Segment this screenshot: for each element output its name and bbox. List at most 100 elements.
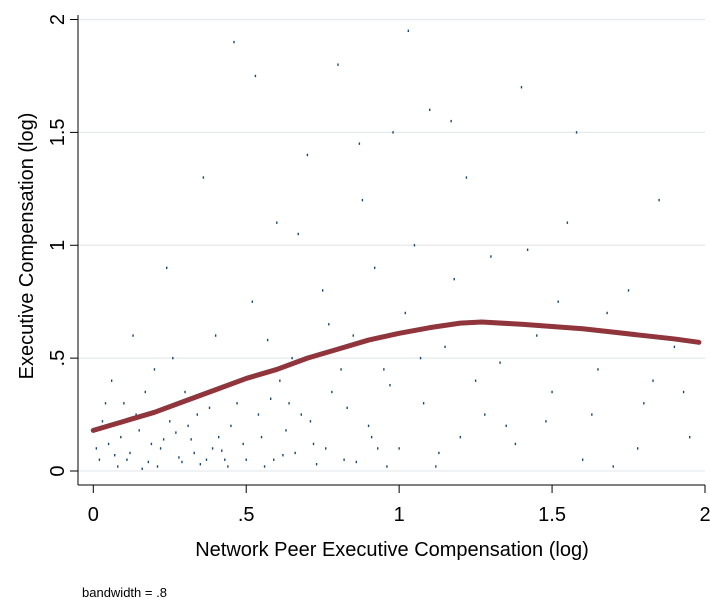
- scatter-point: [575, 131, 578, 134]
- scatter-point: [156, 465, 159, 468]
- scatter-point: [346, 406, 348, 409]
- scatter-point: [340, 368, 342, 371]
- scatter-point: [257, 413, 260, 416]
- scatter-point: [386, 465, 388, 468]
- x-tick-label: .5: [238, 504, 255, 526]
- scatter-point: [383, 368, 385, 371]
- scatter-point: [135, 413, 137, 416]
- scatter-point: [337, 63, 339, 66]
- scatter-point: [343, 458, 345, 461]
- scatter-point: [196, 413, 198, 416]
- scatter-point: [612, 465, 614, 468]
- scatter-point: [652, 379, 654, 382]
- scatter-point: [242, 442, 244, 446]
- scatter-point: [147, 460, 150, 464]
- scatter-point: [536, 334, 538, 337]
- scatter-point: [606, 311, 608, 315]
- scatter-point: [193, 451, 195, 455]
- scatter-point: [236, 402, 238, 405]
- scatter-point: [682, 390, 685, 394]
- scatter-point: [114, 454, 116, 457]
- scatter-point: [273, 458, 275, 461]
- scatter-point: [227, 465, 229, 468]
- scatter-point: [159, 447, 162, 450]
- scatter-point: [150, 442, 153, 446]
- scatter-point: [413, 244, 416, 247]
- y-axis-title: Executive Compensation (log): [16, 113, 38, 380]
- scatter-point: [184, 390, 186, 394]
- scatter-point: [673, 345, 676, 349]
- scatter-point: [144, 390, 146, 394]
- scatter-point: [358, 142, 361, 145]
- scatter-point: [288, 402, 290, 405]
- scatter-point: [300, 413, 302, 416]
- x-tick-label: 1: [394, 504, 405, 526]
- scatter-point: [169, 420, 171, 423]
- scatter-point: [172, 356, 174, 360]
- scatter-point: [377, 447, 379, 450]
- scatter-point: [505, 424, 507, 428]
- scatter-point: [444, 345, 446, 349]
- scatter-point: [325, 447, 327, 450]
- scatter-point: [566, 221, 569, 224]
- scatter-point: [181, 460, 183, 464]
- scatter-point: [355, 460, 358, 464]
- scatter-point: [514, 442, 517, 446]
- scatter-point: [279, 379, 281, 382]
- scatter-point: [291, 356, 293, 360]
- scatter-point: [465, 176, 468, 179]
- note: bandwidth = .8: [82, 585, 167, 600]
- scatter-point: [187, 424, 189, 428]
- scatter-point: [205, 458, 208, 461]
- scatter-point: [165, 266, 168, 270]
- scatter-point: [597, 368, 599, 371]
- scatter-point: [98, 458, 101, 461]
- lowess-line: [90, 319, 702, 433]
- y-tick-label: 1: [47, 240, 69, 251]
- scatter-point: [429, 108, 431, 112]
- scatter-point: [95, 447, 98, 450]
- scatter-point: [141, 467, 143, 470]
- scatter-point: [404, 311, 406, 315]
- scatter-point: [126, 458, 128, 461]
- scatter-point: [178, 456, 180, 459]
- scatter-point: [110, 379, 113, 382]
- scatter-point: [581, 458, 584, 461]
- scatter-point: [484, 413, 486, 416]
- scatter-point: [453, 277, 455, 281]
- scatter-point: [101, 420, 104, 423]
- scatter-point: [221, 449, 223, 452]
- scatter-point: [352, 334, 354, 337]
- scatter-point: [328, 323, 330, 326]
- scatter-point: [392, 131, 394, 134]
- scatter-point: [398, 447, 400, 450]
- scatter-point: [230, 424, 232, 428]
- scatter-point: [224, 458, 226, 461]
- y-tick-label: 2: [47, 14, 69, 25]
- scatter-point: [306, 153, 309, 157]
- scatter-point: [123, 402, 125, 405]
- scatter-point: [254, 74, 257, 78]
- scatter-point: [285, 429, 287, 432]
- scatter-point: [499, 361, 501, 364]
- y-tick-label: 0: [47, 465, 69, 476]
- scatter-point: [153, 368, 156, 371]
- scatter-point: [435, 465, 437, 468]
- scatter-point: [263, 465, 266, 468]
- scatter-point: [438, 451, 440, 455]
- scatter-point: [312, 442, 315, 446]
- scatter-point: [138, 429, 140, 432]
- scatter-point: [315, 463, 318, 466]
- scatter-point: [370, 435, 373, 439]
- scatter-point: [297, 232, 299, 236]
- scatter-point: [199, 463, 202, 466]
- scatter-point: [419, 356, 422, 360]
- scatter-point: [175, 431, 177, 434]
- y-tick-label: .5: [47, 350, 69, 367]
- scatter-point: [208, 406, 211, 409]
- y-tick-label: 1.5: [47, 118, 69, 146]
- scatter-point: [129, 451, 131, 455]
- scatter-point: [627, 289, 630, 292]
- scatter-point: [373, 266, 376, 270]
